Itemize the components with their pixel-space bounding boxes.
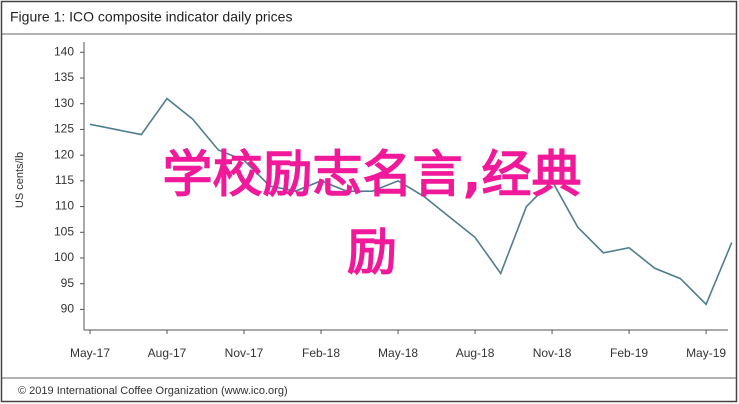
y-tick-label: 135 [54,70,74,84]
overlay-text-1: 学校励志名言,经典 [163,146,582,204]
x-tick-label: Nov-17 [225,346,264,360]
x-tick-label: Feb-18 [302,346,340,360]
x-tick-label: May-19 [686,346,726,360]
y-tick-label: 105 [54,224,74,238]
x-tick-label: Aug-18 [456,346,495,360]
y-tick-label: 120 [54,147,74,161]
x-tick-label: Feb-19 [610,346,648,360]
chart-title: Figure 1: ICO composite indicator daily … [10,9,292,25]
overlay-text-2: 励 [347,224,397,282]
x-tick-label: May-17 [70,346,110,360]
y-tick-label: 125 [54,122,74,136]
y-tick-label: 100 [54,250,74,264]
y-axis-label: US cents/lb [14,152,26,208]
x-tick-label: Aug-17 [148,346,187,360]
y-tick-label: 110 [55,199,74,213]
y-tick-label: 140 [54,44,74,58]
x-tick-label: May-18 [378,346,418,360]
y-tick-label: 90 [61,302,75,316]
source-note: © 2019 International Coffee Organization… [18,385,288,397]
plot: 90 95 100 105 110 115 120 125 130 135 140 May-17 Aug… [54,42,733,360]
price-line [89,97,733,306]
y-tick-label: 95 [61,276,75,290]
y-tick-label: 115 [55,173,74,187]
y-tick-label: 130 [54,96,74,110]
x-tick-label: Nov-18 [533,346,572,360]
